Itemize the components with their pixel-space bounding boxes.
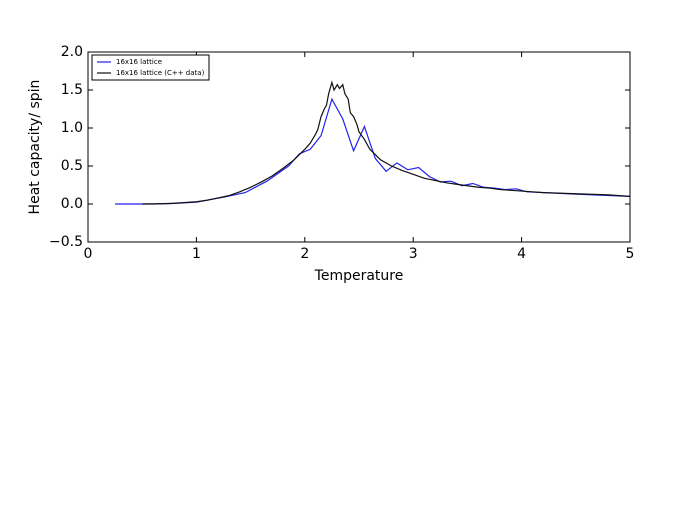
y-tick-label: −0.5 — [49, 234, 83, 250]
legend: 16x16 lattice 16x16 lattice (C++ data) — [91, 54, 210, 81]
x-tick-label: 3 — [409, 246, 418, 262]
y-tick-label: 1.0 — [61, 120, 83, 136]
y-tick-label: 2.0 — [61, 44, 83, 60]
y-tick-label: 0.0 — [61, 196, 83, 212]
y-tick-label: 0.5 — [61, 158, 83, 174]
data-line — [115, 97, 631, 205]
y-tick-label: 1.5 — [61, 82, 83, 98]
x-tick-label: 4 — [517, 246, 526, 262]
x-axis-label: Temperature — [314, 268, 404, 284]
x-tick-label: 5 — [626, 246, 635, 262]
x-tick-label: 1 — [192, 246, 201, 262]
legend-frame — [91, 54, 210, 81]
legend-label: 16x16 lattice (C++ data) — [116, 69, 205, 77]
y-axis-label: Heat capacity/ spin — [27, 80, 43, 215]
plot-frame — [87, 51, 631, 243]
x-tick-label: 0 — [84, 246, 93, 262]
x-tick-label: 2 — [300, 246, 309, 262]
legend-label: 16x16 lattice — [116, 58, 162, 66]
data-line — [142, 80, 631, 205]
